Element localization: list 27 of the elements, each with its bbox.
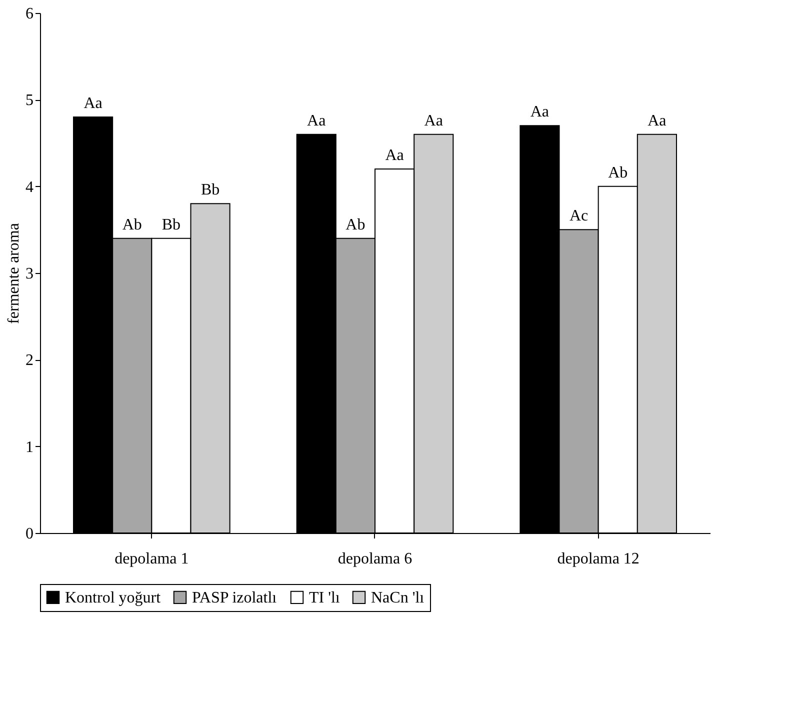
y-axis-title: fermente aroma [6,223,22,324]
data-label: Ab [608,164,628,182]
data-label: Aa [385,147,404,164]
data-label: Ab [346,216,366,234]
y-tick-label: 1 [26,438,34,456]
y-tick-label: 5 [26,92,34,110]
y-tick-label: 0 [26,526,34,542]
x-tick-label: depolama 12 [557,550,640,568]
data-label: Ab [122,216,142,234]
data-label: Aa [530,104,550,121]
data-label: Ac [569,208,588,225]
legend-label: Kontrol yoğurt [65,589,162,606]
legend-label: TI 'lı [309,589,340,606]
data-label: Aa [307,112,326,130]
legend-label: NaCn 'lı [371,589,425,606]
x-tick-label: depolama 1 [114,550,189,568]
y-tick-label: 3 [26,266,34,282]
y-tick-label: 4 [26,178,34,196]
data-label: Bb [200,182,220,199]
y-tick-label: 2 [26,352,34,370]
data-label: Aa [648,112,666,130]
data-label: Bb [162,216,181,234]
y-tick-label: 6 [26,6,34,22]
legend-label: PASP izolatlı [192,589,278,606]
data-label: Aa [424,112,443,130]
data-label: Aa [84,95,102,112]
x-tick-label: depolama 6 [338,550,412,568]
